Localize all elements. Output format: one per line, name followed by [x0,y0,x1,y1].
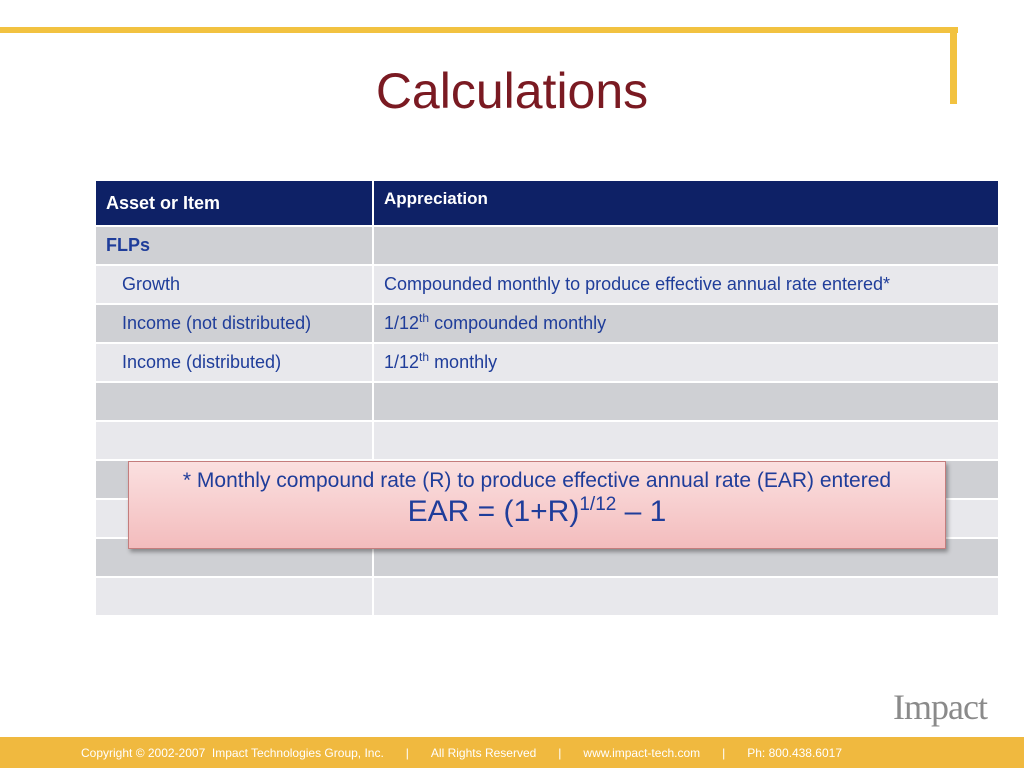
table-row: Income (not distributed) 1/12th compound… [94,303,1000,344]
footer-rights: All Rights Reserved [430,745,537,760]
row-item-flps: FLPs [94,225,374,266]
slide-title: Calculations [375,63,649,119]
table-row [94,381,1000,422]
table-row [94,420,1000,461]
footer-copyright: Copyright © 2002-2007 Impact Technologie… [81,745,384,760]
row-item-income-not-distributed: Income (not distributed) [94,303,374,344]
formula-tail: – 1 [616,495,667,528]
side-accent-rule [950,27,957,104]
formula-callout: * Monthly compound rate (R) to produce e… [128,461,946,549]
impact-logo: Impact [893,686,988,728]
value-prefix: 1/12 [384,352,420,372]
row-item-growth: Growth [94,264,374,305]
row-value [372,225,1000,266]
formula-exponent: 1/12 [579,494,617,515]
value-suffix: monthly [429,352,498,372]
table-row: FLPs [94,225,1000,266]
footer-bar: Copyright © 2002-2007 Impact Technologie… [0,737,1024,768]
row-item-empty [94,576,374,617]
ear-formula: EAR = (1+R)1/12 – 1 [129,495,945,529]
row-value-empty [372,420,1000,461]
row-value: 1/12th monthly [372,342,1000,383]
footer-website: www.impact-tech.com [583,745,701,760]
table-row: Growth Compounded monthly to produce eff… [94,264,1000,305]
callout-note: * Monthly compound rate (R) to produce e… [182,469,892,492]
row-value-empty [372,381,1000,422]
logo-text: Impact [893,687,988,727]
value-prefix: 1/12 [384,313,420,333]
value-ordinal-suffix: th [419,350,430,364]
footer-separator: | [405,745,409,760]
row-value-empty [372,576,1000,617]
formula-base: EAR = (1+R) [407,495,580,528]
footer-phone: Ph: 800.438.6017 [747,745,843,760]
value-suffix: compounded monthly [429,313,607,333]
table-row [94,576,1000,617]
header-appreciation: Appreciation [372,179,1000,227]
row-value: Compounded monthly to produce effective … [372,264,1000,305]
row-item-empty [94,420,374,461]
value-ordinal-suffix: th [419,311,430,325]
top-accent-rule [0,27,958,33]
table-row: Income (distributed) 1/12th monthly [94,342,1000,383]
header-asset-or-item: Asset or Item [94,179,374,227]
row-value: 1/12th compounded monthly [372,303,1000,344]
footer-separator: | [722,745,726,760]
table-header-row: Asset or Item Appreciation [94,179,1000,227]
row-item-empty [94,381,374,422]
row-item-income-distributed: Income (distributed) [94,342,374,383]
footer-separator: | [558,745,562,760]
calculations-table: Asset or Item Appreciation FLPs Growth C… [94,179,1000,617]
